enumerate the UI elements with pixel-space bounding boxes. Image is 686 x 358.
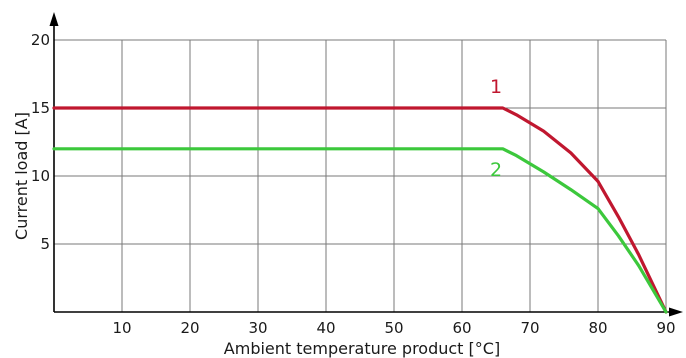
tick-labels: 10 20 30 40 50 60 70 80 90 5 10 15 20 <box>31 31 676 337</box>
x-tick-label: 50 <box>384 319 403 337</box>
x-tick-label: 80 <box>588 319 607 337</box>
series-label-2: 2 <box>490 159 502 181</box>
series-label-1: 1 <box>490 76 502 98</box>
series-line-2 <box>52 147 668 314</box>
y-tick-label: 10 <box>31 167 50 185</box>
x-axis-arrow <box>669 307 683 317</box>
x-tick-label: 20 <box>180 319 199 337</box>
y-tick-label: 5 <box>40 235 50 253</box>
y-axis-title: Current load [A] <box>12 112 31 240</box>
axes <box>49 12 683 317</box>
x-axis-title: Ambient temperature product [°C] <box>224 339 500 358</box>
x-tick-label: 70 <box>520 319 539 337</box>
y-tick-label: 15 <box>31 99 50 117</box>
y-axis-arrow <box>49 12 59 26</box>
x-tick-label: 10 <box>112 319 131 337</box>
x-tick-label: 30 <box>248 319 267 337</box>
grid <box>54 39 667 312</box>
x-tick-label: 40 <box>316 319 335 337</box>
series: 12 <box>52 76 668 314</box>
x-tick-label: 60 <box>452 319 471 337</box>
series-line-1 <box>52 106 668 314</box>
x-tick-label: 90 <box>656 319 675 337</box>
y-tick-label: 20 <box>31 31 50 49</box>
